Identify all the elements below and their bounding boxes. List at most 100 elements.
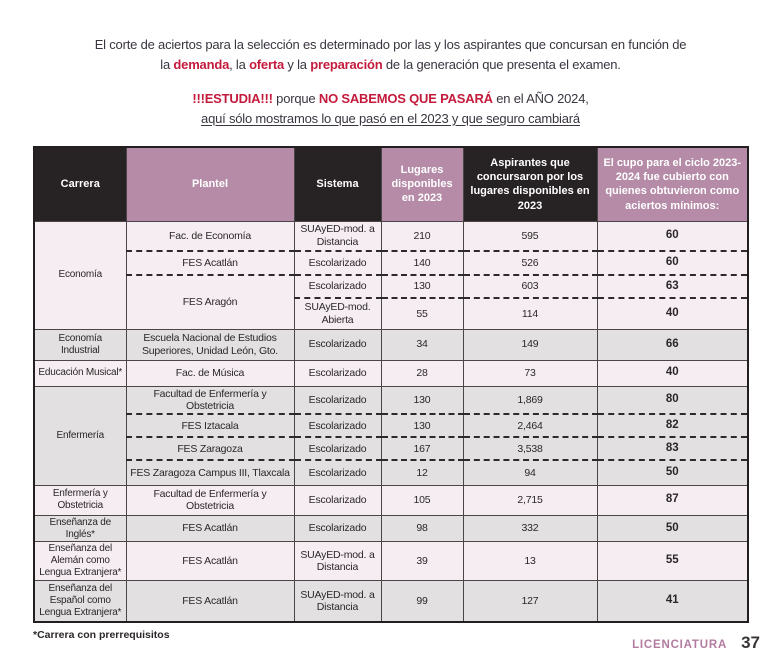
table-row: FES Zaragoza Escolarizado 167 3,538 83 <box>34 436 749 461</box>
cell-aspirantes: 149 <box>462 328 598 361</box>
cell-lugares: 130 <box>380 385 464 415</box>
page-footer: LICENCIATURA 37 <box>632 633 760 653</box>
cell-sistema: Escolarizado <box>293 274 382 299</box>
cell-plantel: FES Acatlán <box>125 541 295 581</box>
cell-plantel: FES Zaragoza <box>125 436 295 461</box>
cell-plantel: FES Zaragoza Campus III, Tlaxcala <box>125 459 295 486</box>
cell-aspirantes: 332 <box>462 514 598 543</box>
table-row: Enseñanza de Inglés* FES Acatlán Escolar… <box>33 514 749 543</box>
cell-sistema: Escolarizado <box>293 436 382 461</box>
cell-aciertos: 82 <box>596 413 749 438</box>
intro-text: porque <box>272 91 319 106</box>
intro-line-4: aquí sólo mostramos lo que pasó en el 20… <box>201 111 580 126</box>
intro-text: y la <box>283 57 311 72</box>
cell-aciertos: 83 <box>596 436 749 461</box>
cell-lugares: 39 <box>380 541 464 581</box>
cell-plantel: Facultad de Enfermería y Obstetricia <box>125 484 295 516</box>
cell-sistema: Escolarizado <box>293 484 382 516</box>
cell-aciertos: 66 <box>596 328 749 361</box>
cell-aciertos: 41 <box>596 579 749 623</box>
intro-paragraph: El corte de aciertos para la selección e… <box>0 35 781 129</box>
cell-lugares: 140 <box>380 250 464 276</box>
cell-carrera: Enfermería <box>33 385 127 486</box>
cell-sistema: Escolarizado <box>293 413 382 438</box>
header-aspirantes: Aspirantes que concursaron por los lugar… <box>462 146 598 222</box>
cell-aspirantes: 2,464 <box>462 413 598 438</box>
cell-lugares: 130 <box>380 274 464 299</box>
table-row: Enseñanza del Español como Lengua Extran… <box>33 579 749 623</box>
header-carrera: Carrera <box>33 146 127 222</box>
table-row: SUAyED-mod. Abierta 55 114 40 <box>34 297 749 330</box>
cell-aciertos: 50 <box>596 514 749 543</box>
cell-aciertos: 50 <box>596 459 749 486</box>
intro-text: de la generación que presenta el examen. <box>382 57 621 72</box>
cell-aspirantes: 603 <box>462 274 598 299</box>
table-row: FES Acatlán Escolarizado 140 526 60 <box>34 250 749 276</box>
cell-aciertos: 40 <box>596 359 749 387</box>
cell-lugares: 28 <box>380 359 464 387</box>
intro-line-3: !!!ESTUDIA!!! porque NO SABEMOS QUE PASA… <box>0 89 781 109</box>
cell-aspirantes: 526 <box>462 250 598 276</box>
cell-aciertos: 60 <box>596 220 749 252</box>
cell-aspirantes: 73 <box>462 359 598 387</box>
cell-lugares: 12 <box>380 459 464 486</box>
table-row: FES Iztacala Escolarizado 130 2,464 82 <box>34 413 749 438</box>
page-number: 37 <box>741 633 760 652</box>
cell-aciertos: 60 <box>596 250 749 276</box>
table-row: Economía Industrial Escuela Nacional de … <box>33 328 749 361</box>
table-row: FES Aragón Escolarizado 130 603 63 <box>34 274 749 330</box>
cell-sistema: Escolarizado <box>293 328 382 361</box>
cell-aciertos: 87 <box>596 484 749 516</box>
cell-carrera: Economía Industrial <box>33 328 127 361</box>
cell-lugares: 210 <box>380 220 464 252</box>
highlight-no-sabemos: NO SABEMOS QUE PASARÁ <box>318 91 493 106</box>
cell-sistema: Escolarizado <box>293 250 382 276</box>
cell-aspirantes: 114 <box>462 297 598 330</box>
cell-lugares: 130 <box>380 413 464 438</box>
cell-sistema: Escolarizado <box>293 459 382 486</box>
cell-aciertos: 55 <box>596 541 749 581</box>
intro-text: la <box>160 57 174 72</box>
cell-lugares: 55 <box>380 297 464 330</box>
cell-aspirantes: 1,869 <box>462 385 598 415</box>
cell-aspirantes: 3,538 <box>462 436 598 461</box>
cell-carrera: Enseñanza de Inglés* <box>33 514 127 543</box>
cell-lugares: 105 <box>380 484 464 516</box>
cell-lugares: 99 <box>380 579 464 623</box>
header-aciertos: El cupo para el ciclo 2023-2024 fue cubi… <box>596 146 749 222</box>
header-plantel: Plantel <box>125 146 295 222</box>
cell-lugares: 167 <box>380 436 464 461</box>
cell-plantel: FES Acatlán <box>125 579 295 623</box>
cell-plantel: Facultad de Enfermería y Obstetricia <box>125 385 295 415</box>
cell-plantel: FES Acatlán <box>125 514 295 543</box>
cell-carrera: Enseñanza del Español como Lengua Extran… <box>33 579 127 623</box>
cell-aspirantes: 127 <box>462 579 598 623</box>
cell-sistema: SUAyED-mod. a Distancia <box>293 541 382 581</box>
cell-plantel: FES Acatlán <box>125 250 295 276</box>
cell-carrera: Enfermería y Obstetricia <box>33 484 127 516</box>
intro-text: en el AÑO 2024, <box>492 91 589 106</box>
header-lugares: Lugares disponibles en 2023 <box>380 146 464 222</box>
table-row: Enfermería Facultad de Enfermería y Obst… <box>33 385 749 486</box>
section-label: LICENCIATURA <box>632 639 728 651</box>
cell-aspirantes: 595 <box>462 220 598 252</box>
results-table-container: Carrera Plantel Sistema Lugares disponib… <box>33 146 749 624</box>
highlight-oferta: oferta <box>249 57 284 72</box>
table-row: Enseñanza del Alemán como Lengua Extranj… <box>33 541 749 581</box>
footnote: *Carrera con prerrequisitos <box>33 629 170 641</box>
cell-sistema: Escolarizado <box>293 359 382 387</box>
cell-plantel: Fac. de Economía <box>125 220 295 252</box>
highlight-estudia: !!!ESTUDIA!!! <box>192 91 273 106</box>
cell-carrera: Educación Musical* <box>33 359 127 387</box>
highlight-preparacion: preparación <box>310 57 383 72</box>
cell-plantel: Escuela Nacional de Estudios Superiores,… <box>125 328 295 361</box>
cell-lugares: 34 <box>380 328 464 361</box>
table-header-row: Carrera Plantel Sistema Lugares disponib… <box>33 146 749 222</box>
cell-carrera: Economía <box>33 220 127 330</box>
cell-aspirantes: 94 <box>462 459 598 486</box>
intro-line-1: El corte de aciertos para la selección e… <box>94 37 687 52</box>
cell-lugares: 98 <box>380 514 464 543</box>
cell-sistema: SUAyED-mod. a Distancia <box>293 579 382 623</box>
table-row: Enfermería y Obstetricia Facultad de Enf… <box>33 484 749 516</box>
table-row: FES Zaragoza Campus III, Tlaxcala Escola… <box>34 459 749 486</box>
